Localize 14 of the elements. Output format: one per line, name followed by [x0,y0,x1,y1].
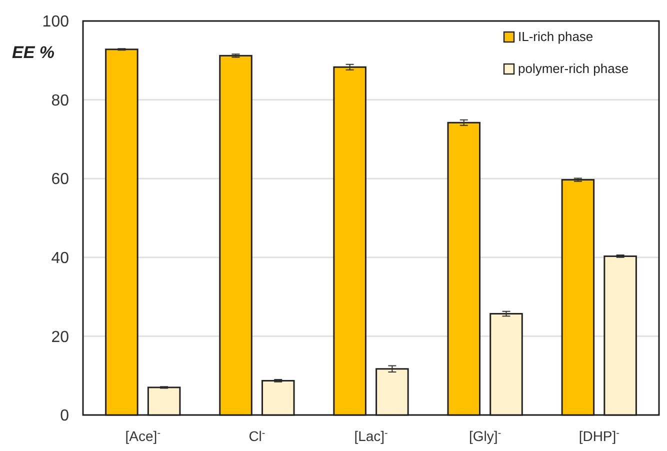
x-tick-label: [Lac]$^{-}$ [354,428,388,444]
x-tick-label: [DHP]$^{-}$ [578,428,620,444]
y-tick-label: 20 [51,328,70,346]
y-tick-label: 80 [51,92,70,110]
legend-label: polymer-rich phase [518,61,629,76]
legend-label: IL-rich phase [518,29,594,44]
y-axis-title: EE % [12,43,55,62]
x-tick-label: [Gly]$^{-}$ [469,428,502,444]
x-tick-label: [Ace]$^{-}$ [125,428,160,444]
x-tick-label: Cl$^{-}$ [248,428,266,444]
y-tick-label: 60 [51,171,70,188]
y-tick-label: 100 [42,14,70,31]
y-tick-label: 40 [51,250,70,267]
y-tick-label: 0 [60,408,70,425]
